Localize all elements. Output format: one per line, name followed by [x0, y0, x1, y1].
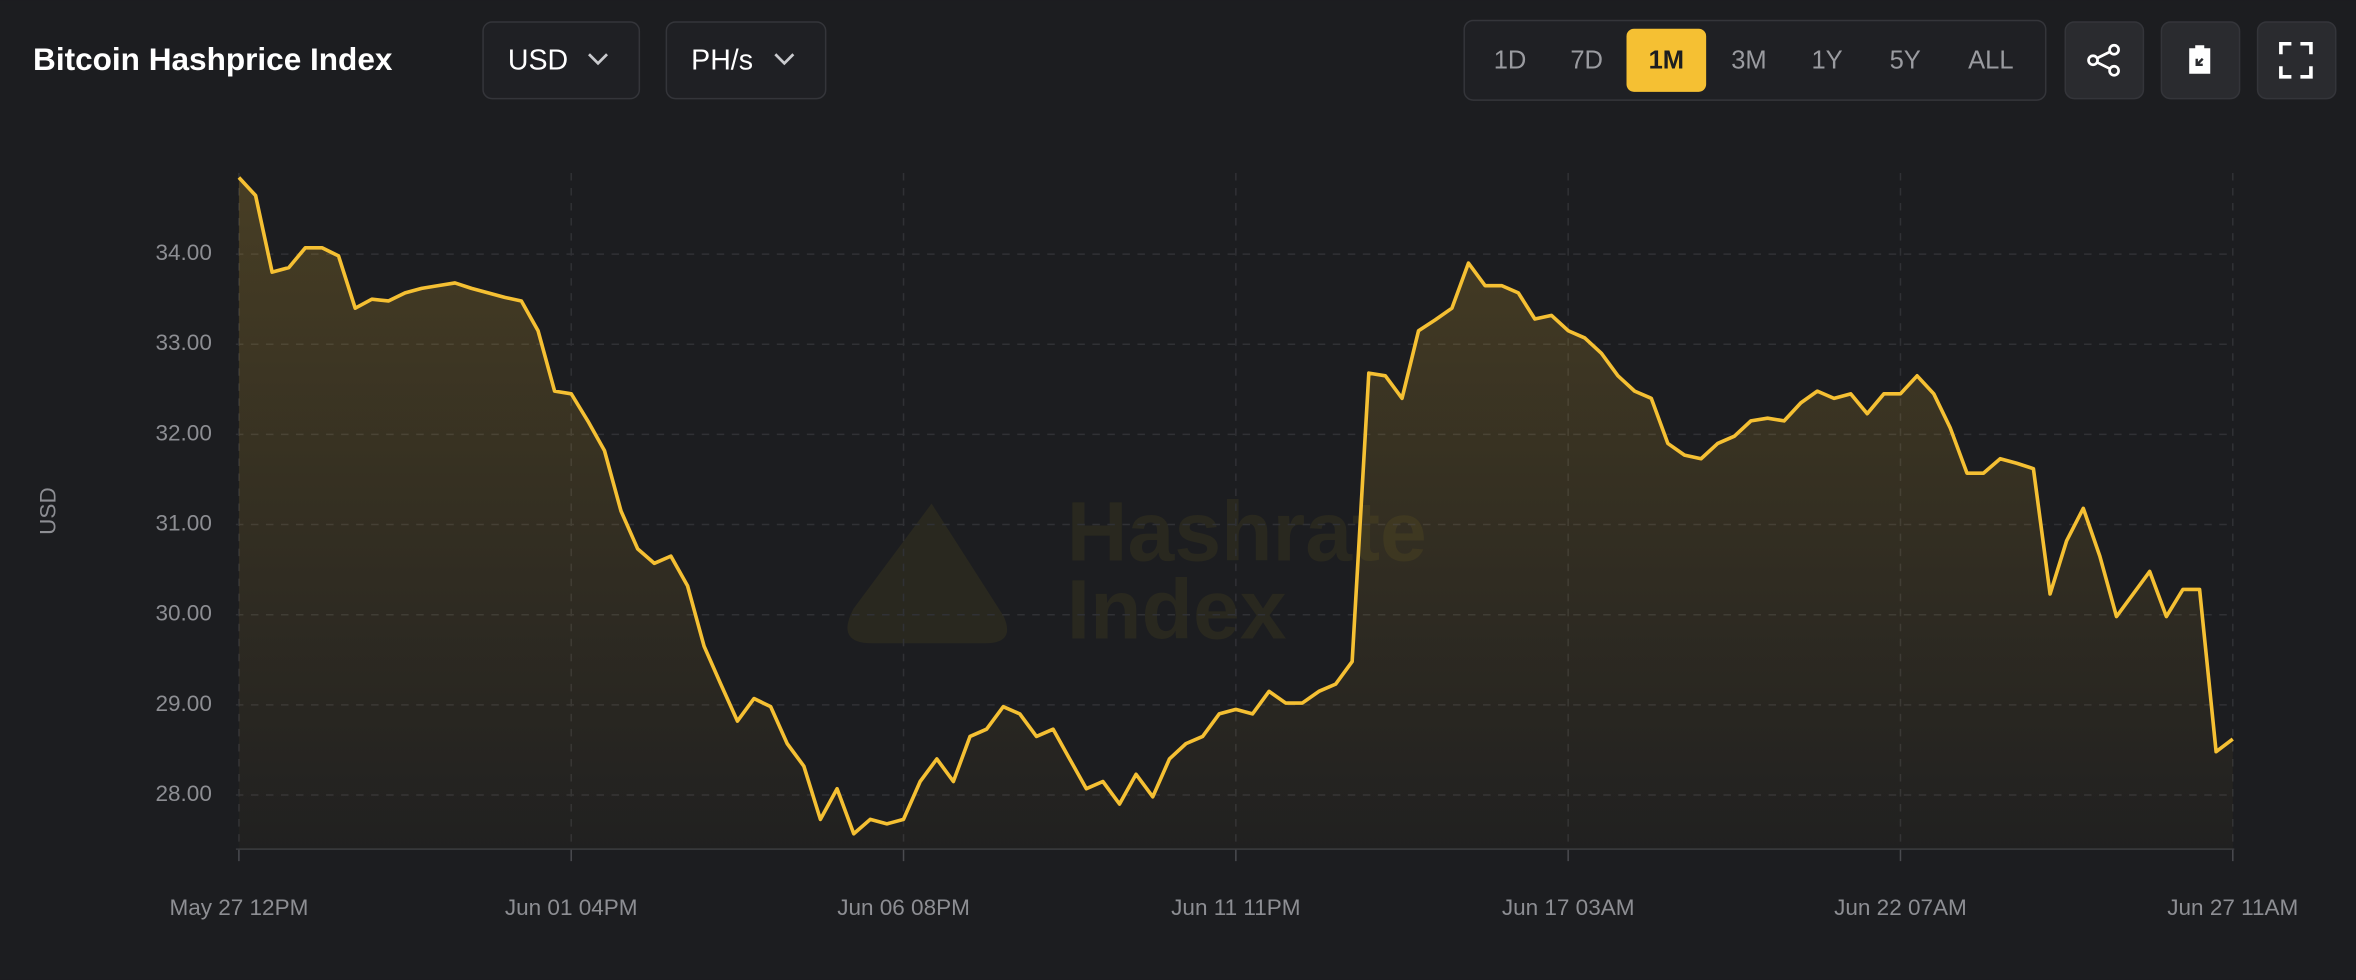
clipboard-icon[interactable] [2189, 45, 2211, 74]
range-button[interactable]: 1Y [1811, 47, 1842, 75]
clipboard-arrow[interactable] [2195, 57, 2204, 66]
range-label[interactable]: 1Y [1811, 47, 1842, 75]
share-button[interactable] [2064, 21, 2145, 100]
chevron[interactable] [774, 53, 795, 66]
x-tick-label: Jun 06 08PM [837, 895, 970, 920]
range-buttons: 1D 7D 1M 3M 1Y 5Y ALL [1494, 28, 2014, 92]
y-tick-label: 28.00 [156, 781, 212, 806]
dropdown-label[interactable]: PH/s [691, 44, 753, 76]
x-tick-label: Jun 11 11PM [1171, 895, 1300, 920]
range-label[interactable]: 5Y [1890, 47, 1921, 75]
currency-dropdown[interactable]: USD [482, 21, 641, 100]
clipboard-button[interactable] [2160, 21, 2241, 100]
y-tick-label: 34.00 [156, 240, 212, 265]
y-tick-label: 29.00 [156, 691, 212, 716]
range-label[interactable]: ALL [1968, 47, 2013, 75]
range-group [1463, 19, 2047, 101]
title: Bitcoin Hashprice Index [33, 41, 393, 77]
unit-dropdown[interactable]: PH/s [665, 21, 827, 100]
area-fill [238, 177, 2233, 850]
range-button[interactable]: 1M [1626, 28, 1707, 92]
range-button[interactable]: 3M [1731, 47, 1766, 75]
range-button[interactable]: ALL [1968, 47, 2013, 75]
price-line [237, 176, 2234, 836]
range-label[interactable]: 1D [1494, 47, 1527, 75]
x-tick-label: Jun 27 11AM [2167, 895, 2298, 920]
range-label[interactable]: 7D [1570, 47, 1603, 75]
range-active[interactable] [1626, 28, 1707, 92]
x-tick-label: May 27 12PM [169, 895, 308, 920]
y-tick-label: 32.00 [156, 420, 212, 445]
dropdown-box[interactable] [665, 21, 827, 100]
range-button[interactable]: 1D [1494, 47, 1527, 75]
chevron[interactable] [588, 53, 608, 66]
range-label[interactable]: 3M [1731, 47, 1766, 75]
y-tick-label: 33.00 [156, 330, 212, 355]
watermark-logo [847, 503, 1008, 644]
fullscreen-button[interactable] [2256, 21, 2337, 100]
dropdown-box[interactable] [482, 21, 641, 100]
y-tick-label: 31.00 [156, 511, 212, 536]
icon-button[interactable] [2064, 21, 2145, 100]
range-button[interactable]: 5Y [1890, 47, 1921, 75]
x-tick-label: Jun 01 04PM [505, 895, 638, 920]
range-label[interactable]: 1M [1649, 47, 1684, 75]
y-tick-label: 30.00 [156, 601, 212, 626]
icon-button[interactable] [2256, 21, 2337, 100]
x-tick-label: Jun 17 03AM [1502, 895, 1635, 920]
fullscreen-icon[interactable] [2279, 41, 2313, 79]
x-tick-label: Jun 22 07AM [1834, 895, 1967, 920]
plot: 28.00 29.00 30.00 31.00 32.00 33.00 34.00 May 2… [156, 172, 2298, 920]
dropdown-label[interactable]: USD [508, 44, 568, 76]
y-axis-label: USD [36, 487, 61, 535]
range-button[interactable]: 7D [1570, 47, 1603, 75]
share-icon[interactable] [2087, 43, 2120, 77]
watermark-text: Index [1067, 562, 1287, 656]
